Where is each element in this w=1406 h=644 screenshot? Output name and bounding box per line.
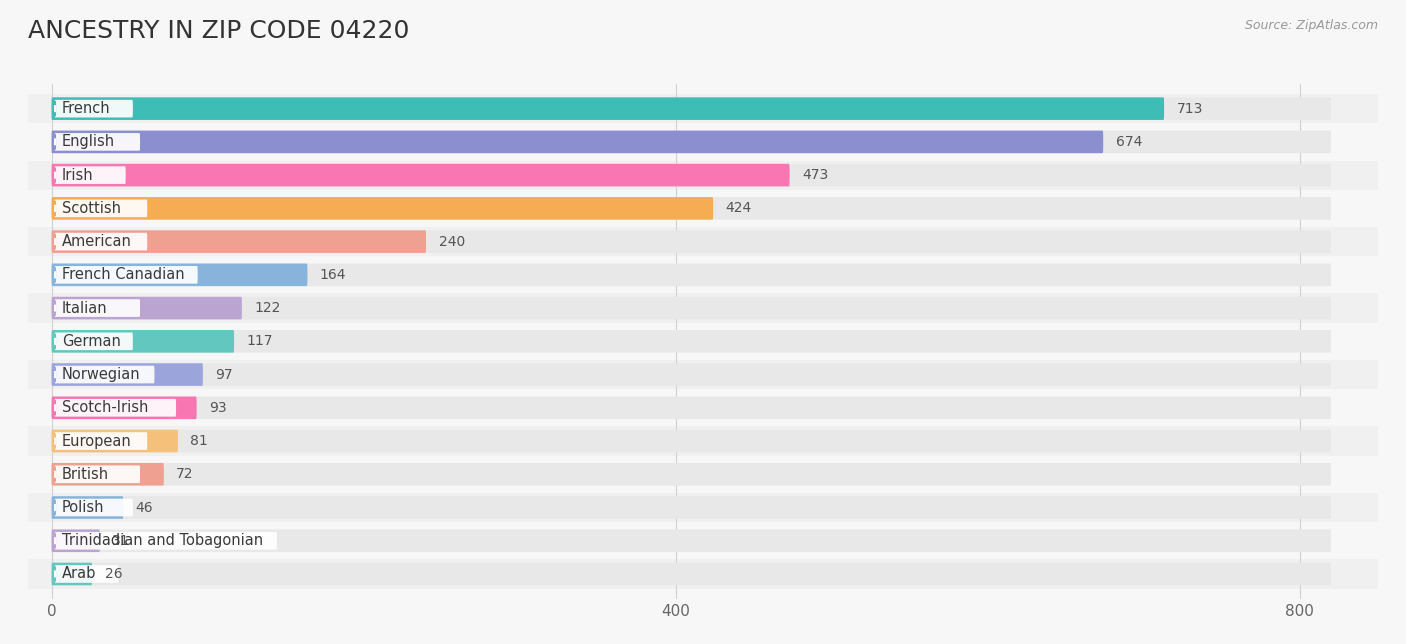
FancyBboxPatch shape: [55, 399, 176, 417]
FancyBboxPatch shape: [52, 330, 233, 353]
Text: 240: 240: [439, 234, 465, 249]
FancyBboxPatch shape: [28, 94, 1378, 123]
Text: Irish: Irish: [62, 167, 93, 183]
FancyBboxPatch shape: [28, 194, 1378, 223]
FancyBboxPatch shape: [52, 463, 165, 486]
FancyBboxPatch shape: [28, 128, 1378, 156]
Text: Scottish: Scottish: [62, 201, 121, 216]
FancyBboxPatch shape: [55, 299, 141, 317]
FancyBboxPatch shape: [55, 498, 134, 516]
FancyBboxPatch shape: [28, 526, 1378, 555]
Text: Trinidadian and Tobagonian: Trinidadian and Tobagonian: [62, 533, 263, 548]
FancyBboxPatch shape: [28, 426, 1378, 456]
FancyBboxPatch shape: [28, 227, 1378, 256]
FancyBboxPatch shape: [52, 297, 242, 319]
FancyBboxPatch shape: [52, 397, 1331, 419]
FancyBboxPatch shape: [55, 466, 141, 483]
FancyBboxPatch shape: [28, 327, 1378, 356]
Text: 26: 26: [104, 567, 122, 581]
FancyBboxPatch shape: [52, 164, 1331, 186]
FancyBboxPatch shape: [52, 164, 790, 186]
Text: 46: 46: [136, 500, 153, 515]
FancyBboxPatch shape: [52, 463, 1331, 486]
FancyBboxPatch shape: [28, 460, 1378, 489]
FancyBboxPatch shape: [52, 97, 1331, 120]
FancyBboxPatch shape: [55, 366, 155, 383]
FancyBboxPatch shape: [52, 430, 1331, 452]
Text: Italian: Italian: [62, 301, 107, 316]
FancyBboxPatch shape: [52, 231, 1331, 253]
FancyBboxPatch shape: [52, 363, 1331, 386]
FancyBboxPatch shape: [55, 432, 148, 450]
Text: 713: 713: [1177, 102, 1204, 116]
Text: Arab: Arab: [62, 567, 96, 582]
FancyBboxPatch shape: [52, 97, 1164, 120]
Text: 473: 473: [801, 168, 828, 182]
FancyBboxPatch shape: [52, 263, 1331, 286]
FancyBboxPatch shape: [28, 493, 1378, 522]
FancyBboxPatch shape: [52, 131, 1104, 153]
FancyBboxPatch shape: [52, 397, 197, 419]
FancyBboxPatch shape: [55, 565, 118, 583]
FancyBboxPatch shape: [52, 497, 1331, 519]
Text: English: English: [62, 135, 115, 149]
Text: French: French: [62, 101, 110, 116]
Text: 424: 424: [725, 202, 752, 215]
FancyBboxPatch shape: [52, 363, 202, 386]
Text: American: American: [62, 234, 132, 249]
FancyBboxPatch shape: [55, 332, 134, 350]
FancyBboxPatch shape: [28, 160, 1378, 190]
Text: Norwegian: Norwegian: [62, 367, 141, 382]
Text: 97: 97: [215, 368, 233, 381]
Text: 93: 93: [209, 401, 226, 415]
FancyBboxPatch shape: [55, 133, 141, 151]
FancyBboxPatch shape: [52, 497, 124, 519]
FancyBboxPatch shape: [55, 100, 134, 117]
FancyBboxPatch shape: [28, 360, 1378, 389]
Text: 674: 674: [1116, 135, 1142, 149]
FancyBboxPatch shape: [52, 529, 100, 552]
Text: French Canadian: French Canadian: [62, 267, 184, 282]
FancyBboxPatch shape: [28, 260, 1378, 289]
FancyBboxPatch shape: [55, 232, 148, 251]
FancyBboxPatch shape: [52, 563, 93, 585]
FancyBboxPatch shape: [28, 393, 1378, 422]
FancyBboxPatch shape: [52, 197, 713, 220]
FancyBboxPatch shape: [55, 166, 125, 184]
Text: 31: 31: [112, 534, 129, 548]
Text: European: European: [62, 433, 131, 448]
FancyBboxPatch shape: [55, 200, 148, 217]
Text: German: German: [62, 334, 121, 349]
FancyBboxPatch shape: [52, 197, 1331, 220]
Text: British: British: [62, 467, 108, 482]
FancyBboxPatch shape: [28, 560, 1378, 589]
Text: 164: 164: [321, 268, 346, 282]
FancyBboxPatch shape: [28, 294, 1378, 323]
FancyBboxPatch shape: [52, 263, 308, 286]
Text: 81: 81: [190, 434, 208, 448]
Text: Source: ZipAtlas.com: Source: ZipAtlas.com: [1244, 19, 1378, 32]
FancyBboxPatch shape: [52, 563, 1331, 585]
FancyBboxPatch shape: [55, 532, 277, 549]
Text: 122: 122: [254, 301, 281, 315]
FancyBboxPatch shape: [52, 131, 1331, 153]
Text: 117: 117: [246, 334, 273, 348]
Text: 72: 72: [176, 468, 194, 481]
FancyBboxPatch shape: [52, 297, 1331, 319]
Text: Polish: Polish: [62, 500, 104, 515]
FancyBboxPatch shape: [55, 266, 198, 283]
Text: ANCESTRY IN ZIP CODE 04220: ANCESTRY IN ZIP CODE 04220: [28, 19, 409, 43]
FancyBboxPatch shape: [52, 330, 1331, 353]
Text: Scotch-Irish: Scotch-Irish: [62, 401, 148, 415]
FancyBboxPatch shape: [52, 231, 426, 253]
FancyBboxPatch shape: [52, 529, 1331, 552]
FancyBboxPatch shape: [52, 430, 179, 452]
